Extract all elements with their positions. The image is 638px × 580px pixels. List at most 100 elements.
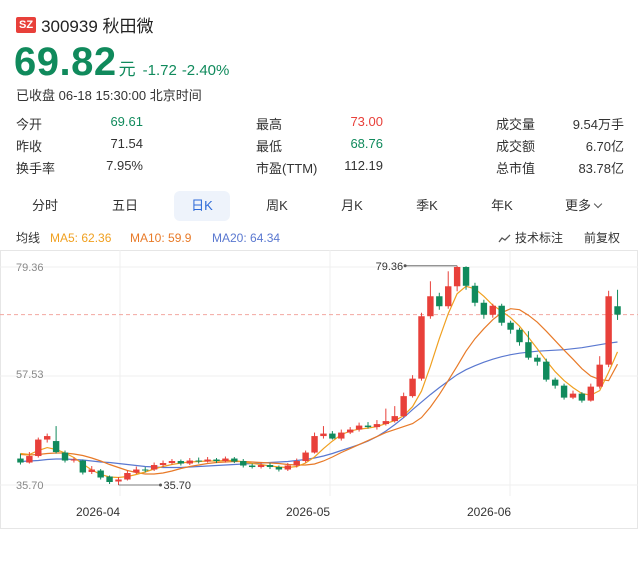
candle-body — [346, 429, 354, 433]
ma20-line — [20, 341, 618, 469]
stats-row: 换手率 7.95% 市盈(TTM) 112.19 总市值 83.78亿 — [16, 156, 624, 178]
stat-label: 今开 — [16, 116, 43, 132]
candle-body — [534, 357, 541, 362]
tech-annotation-label: 技术标注 — [515, 231, 564, 245]
tab-intraday[interactable]: 分时 — [31, 198, 58, 213]
candle-body — [142, 469, 149, 471]
stat-value: 6.70亿 — [585, 138, 624, 154]
candle-body — [329, 433, 336, 439]
stat-item: 总市值 83.78亿 — [496, 158, 624, 177]
tab-five-day[interactable]: 五日 — [111, 198, 138, 213]
candle-body — [418, 316, 425, 379]
candle-body — [436, 296, 443, 307]
candle-body — [168, 461, 176, 464]
x-tick-label: 2026-05 — [286, 505, 330, 519]
candle-body — [177, 461, 185, 464]
stats-row: 昨收 71.54 最低 68.76 成交额 6.70亿 — [16, 134, 624, 156]
stat-item: 成交额 6.70亿 — [496, 136, 624, 155]
max-pointer-dot — [403, 264, 407, 268]
candle-body — [88, 469, 95, 473]
candle-body — [516, 329, 523, 343]
ma5-value: MA5: 62.36 — [50, 231, 112, 245]
candle-body — [480, 302, 488, 315]
stat-item: 最低 68.76 — [256, 136, 383, 155]
candle-body — [605, 296, 612, 365]
candle-body — [61, 452, 69, 461]
candle-body — [231, 458, 238, 462]
current-price: 69.82 — [14, 40, 117, 84]
candle-body — [302, 452, 309, 462]
candle-body — [275, 467, 283, 470]
candle-body — [471, 285, 479, 303]
y-tick-label: 79.36 — [16, 262, 44, 274]
candle-body — [320, 433, 327, 437]
stock-header: SZ 300939 秋田微 — [16, 12, 154, 37]
stock-code-name: 300939 秋田微 — [41, 17, 154, 36]
candle-body — [195, 460, 202, 462]
stat-value: 73.00 — [350, 113, 383, 129]
stat-value: 71.54 — [110, 135, 143, 151]
candle-body — [587, 386, 595, 401]
ma10-value: MA10: 59.9 — [130, 231, 192, 245]
candle-body — [150, 465, 158, 470]
candle-body — [445, 286, 452, 307]
y-tick-label: 57.53 — [16, 369, 44, 381]
tab-more[interactable]: 更多 — [552, 191, 614, 221]
stat-label: 成交量 — [496, 116, 536, 132]
stat-label: 最低 — [256, 138, 283, 154]
stat-item: 成交量 9.54万手 — [496, 114, 624, 133]
kline-chart[interactable]: 79.36 35.70 79.36 57.53 35.70 2026-04 202… — [0, 250, 638, 530]
tab-yearly-k[interactable]: 年K — [491, 198, 513, 213]
candle-body — [614, 306, 621, 315]
candle-body — [115, 479, 122, 482]
candle-body — [507, 322, 514, 330]
tab-monthly-k[interactable]: 月K — [341, 198, 363, 213]
candle-body — [35, 439, 42, 457]
stat-label: 昨收 — [16, 138, 43, 154]
candle-body — [543, 361, 550, 380]
stat-value: 112.19 — [344, 157, 383, 173]
adjust-button[interactable]: 前复权 — [584, 231, 621, 245]
tab-quarterly-k[interactable]: 季K — [416, 198, 438, 213]
candle-body — [204, 459, 211, 462]
stat-label: 最高 — [256, 116, 283, 132]
stats-grid: 今开 69.61 最高 73.00 成交量 9.54万手 昨收 71.54 最低 68.7… — [16, 112, 624, 178]
stat-label: 总市值 — [496, 160, 536, 176]
candle-body — [525, 342, 532, 358]
tab-more-label: 更多 — [564, 198, 591, 213]
stat-label: 市盈(TTM) — [256, 160, 318, 176]
price-unit: 元 — [118, 60, 136, 79]
candle-body — [266, 465, 274, 468]
market-status: 已收盘 06-18 15:30:00 北京时间 — [16, 88, 202, 103]
stat-value: 68.76 — [350, 135, 383, 151]
trend-icon — [498, 234, 511, 243]
ma-label: 均线 — [16, 231, 41, 245]
tab-weekly-k[interactable]: 周K — [266, 198, 288, 213]
candle-body — [97, 470, 104, 478]
price-change: -1.72 — [142, 62, 177, 79]
max-price-label: 79.36 — [376, 261, 404, 273]
stat-item: 市盈(TTM) 112.19 — [256, 158, 383, 177]
candle-body — [284, 465, 292, 470]
candle-body — [498, 305, 505, 323]
price-row: 69.82 元 -1.72 -2.40% — [14, 40, 229, 85]
stat-label: 换手率 — [16, 160, 56, 176]
candle-body — [427, 296, 434, 317]
stat-value: 9.54万手 — [572, 116, 624, 132]
ma-lines — [20, 285, 619, 479]
tab-daily-k[interactable]: 日K — [174, 191, 230, 221]
candle-body — [257, 465, 265, 468]
x-tick-label: 2026-06 — [467, 505, 511, 519]
tech-annotation-button[interactable]: 技术标注 — [498, 229, 563, 247]
candle-body — [453, 267, 461, 287]
chart-grid — [0, 250, 638, 529]
chevron-down-icon — [593, 199, 603, 209]
candle-body — [159, 463, 167, 466]
candle-body — [106, 476, 113, 483]
stat-item: 今开 69.61 — [16, 114, 143, 133]
candle-body — [248, 465, 256, 468]
candle-body — [311, 436, 318, 453]
y-tick-label: 35.70 — [16, 480, 44, 492]
candle-body — [409, 378, 416, 397]
candle-body — [355, 425, 363, 430]
